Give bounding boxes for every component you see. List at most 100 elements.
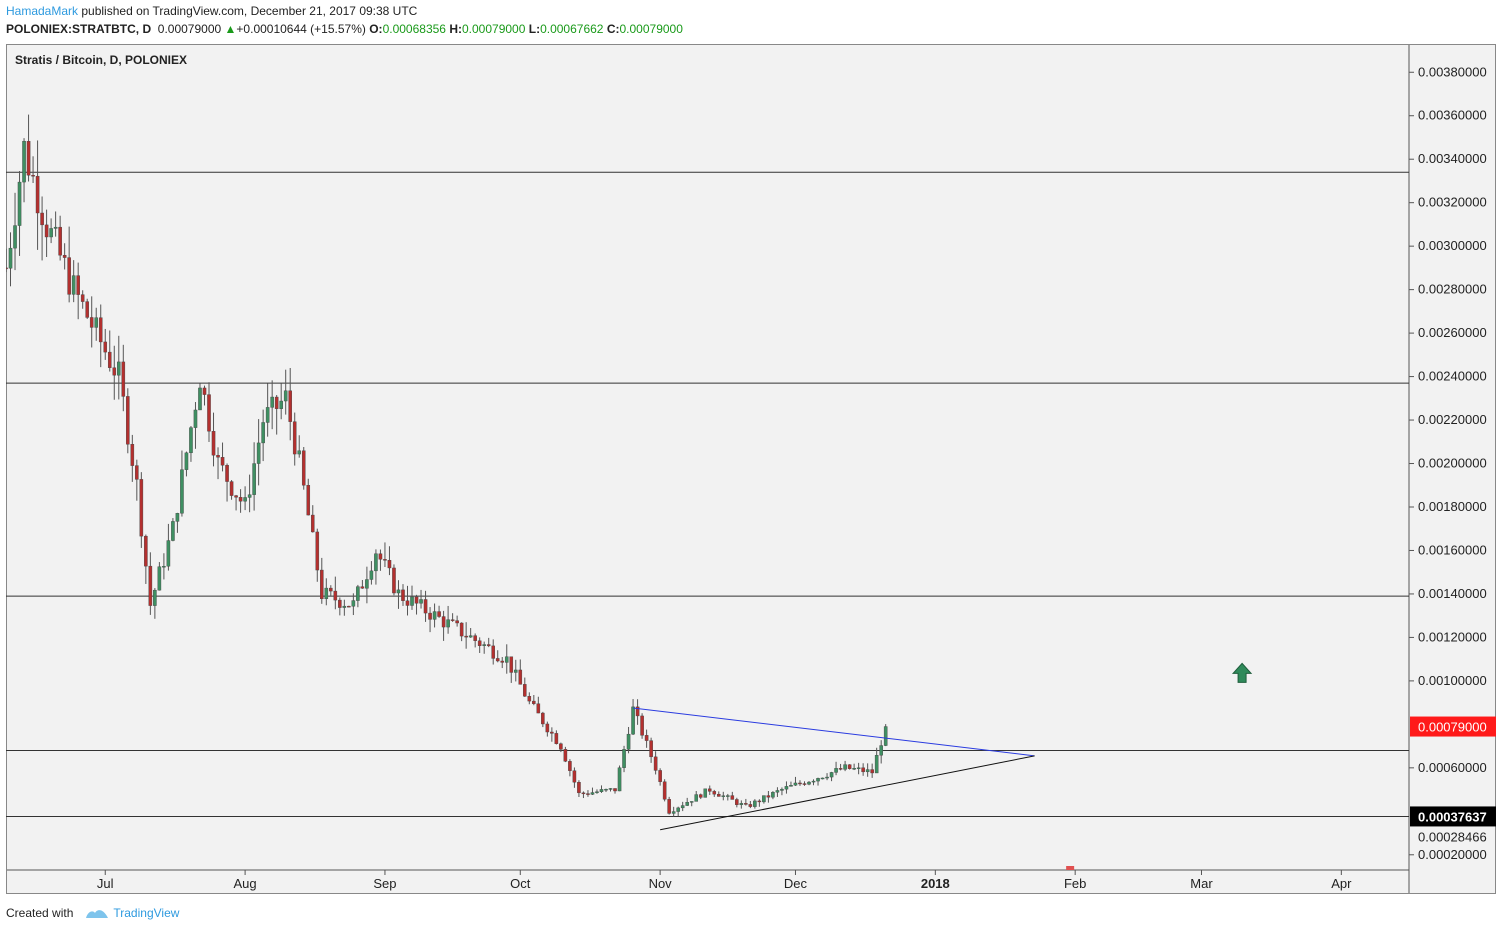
candle-up	[784, 786, 789, 790]
candle-up	[324, 587, 329, 600]
event-marker-icon	[1066, 866, 1075, 870]
last-price: 0.00079000	[157, 22, 222, 36]
candle-down	[712, 791, 717, 795]
candle-down	[635, 706, 640, 717]
candle-down	[67, 257, 71, 295]
candle-down	[85, 301, 89, 318]
candle-down	[347, 605, 351, 608]
y-tick-label: 0.00120000	[1418, 629, 1487, 644]
candle-up	[685, 802, 689, 806]
candle-up	[874, 755, 879, 774]
candle-up	[432, 611, 437, 620]
y-tick-label: 0.00060000	[1418, 760, 1487, 775]
candle-up	[504, 656, 509, 663]
candle-up	[726, 795, 730, 797]
candle-up	[807, 781, 811, 785]
price-chart[interactable]: Stratis / Bitcoin, D, POLONIEX 0.0002000…	[6, 44, 1496, 894]
candle-down	[139, 479, 144, 537]
candle-up	[270, 396, 274, 408]
candle-up	[175, 513, 180, 522]
symbol-label: POLONIEX:STRATBTC, D	[6, 22, 152, 36]
x-tick-label: Feb	[1064, 876, 1086, 891]
x-tick-label: Dec	[784, 876, 808, 891]
candle-up	[261, 422, 265, 444]
tradingview-link[interactable]: TradingView	[79, 906, 179, 920]
candle-up	[396, 589, 401, 594]
candle-down	[441, 616, 446, 628]
candle-down	[802, 783, 807, 785]
candle-up	[369, 570, 374, 580]
candle-down	[437, 611, 441, 617]
candle-down	[126, 396, 130, 445]
candle-down	[658, 770, 662, 782]
candle-down	[748, 804, 753, 807]
candle-down	[527, 696, 532, 702]
candle-down	[649, 740, 653, 758]
candle-down	[473, 635, 477, 641]
candle-down	[225, 465, 229, 482]
candle-down	[459, 622, 464, 637]
x-tick-label: Aug	[234, 876, 257, 891]
candle-up	[252, 463, 256, 495]
candle-up	[617, 767, 622, 792]
candle-up	[53, 226, 58, 229]
candle-down	[577, 782, 581, 794]
candle-up	[694, 794, 699, 802]
x-tick-label: Sep	[373, 876, 396, 891]
high-label: H:	[449, 22, 462, 36]
candle-up	[8, 247, 13, 269]
candle-down	[6, 267, 8, 270]
candle-down	[26, 141, 31, 176]
price-change: +0.00010644 (+15.57%)	[236, 22, 366, 36]
candle-up	[166, 540, 171, 567]
candle-up	[879, 745, 883, 756]
candle-up	[482, 644, 486, 646]
x-axis-background	[6, 870, 1409, 894]
symbol-info: POLONIEX:STRATBTC, D 0.00079000 ▲+0.0001…	[6, 22, 683, 36]
candle-up	[94, 317, 99, 328]
plot-background	[6, 44, 1409, 870]
candle-down	[518, 669, 523, 685]
candle-up	[811, 780, 816, 783]
candle-down	[500, 660, 505, 663]
candle-down	[861, 767, 865, 773]
candle-down	[229, 481, 234, 496]
price-tag-last	[1410, 716, 1496, 737]
y-tick-label: 0.00380000	[1418, 64, 1487, 79]
candle-up	[243, 497, 247, 502]
candle-down	[387, 559, 392, 569]
candle-down	[320, 569, 324, 600]
publish-info: HamadaMark published on TradingView.com,…	[6, 4, 417, 18]
candle-down	[76, 275, 80, 295]
candle-down	[495, 658, 500, 662]
candle-down	[716, 793, 721, 797]
candle-up	[762, 795, 766, 803]
candle-down	[554, 733, 559, 744]
y-tick-label: 0.00200000	[1418, 456, 1487, 471]
candle-down	[423, 599, 428, 614]
candle-up	[865, 769, 870, 773]
price-tag-current	[1410, 806, 1496, 827]
candle-up	[157, 566, 162, 591]
up-arrow-icon	[1231, 662, 1253, 683]
candle-up	[351, 600, 356, 607]
candle-down	[735, 799, 739, 805]
candle-down	[455, 620, 459, 624]
candle-down	[31, 175, 35, 177]
y-tick-label: 0.00260000	[1418, 325, 1487, 340]
y-tick-label: 0.00280000	[1418, 282, 1487, 297]
author-link[interactable]: HamadaMark	[6, 4, 79, 18]
candle-down	[428, 612, 432, 620]
candle-up	[283, 390, 288, 402]
candle-up	[265, 407, 270, 423]
candle-down	[450, 619, 455, 621]
candle-down	[107, 351, 112, 368]
candle-down	[35, 175, 40, 214]
candle-up	[595, 791, 599, 793]
candle-down	[698, 794, 703, 798]
candle-down	[80, 294, 85, 302]
candle-down	[360, 586, 365, 589]
candle-down	[62, 255, 67, 258]
candle-down	[870, 769, 874, 774]
candle-up	[771, 792, 775, 798]
